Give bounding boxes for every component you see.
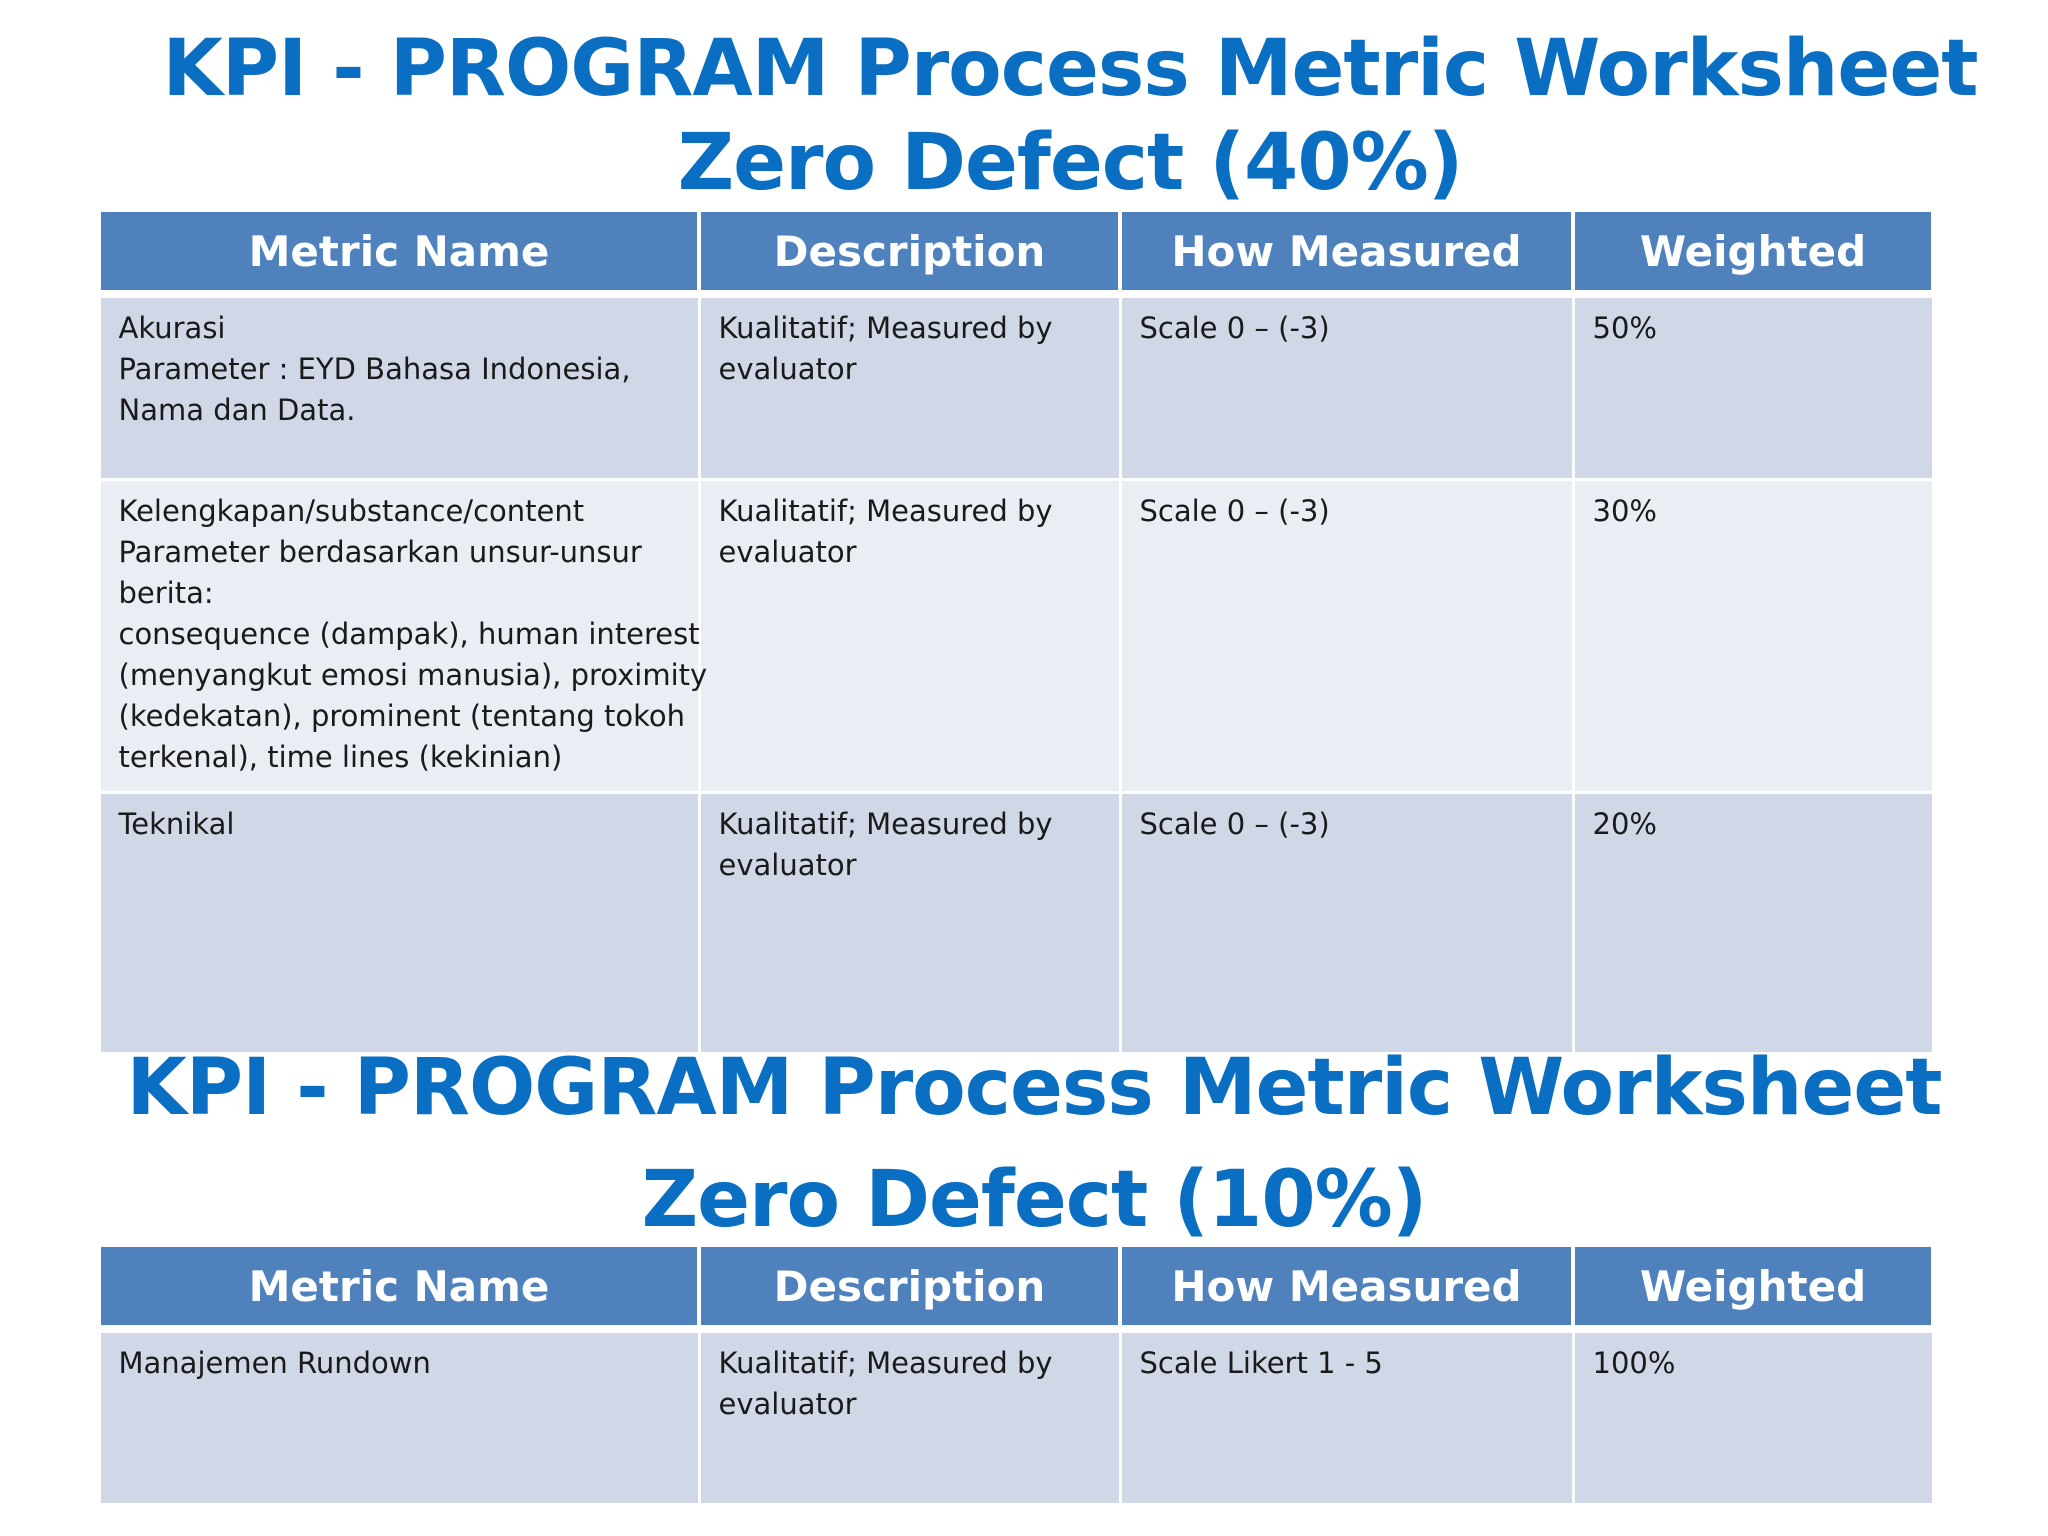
table-header-row: Metric Name Description How Measured Wei… xyxy=(97,1243,1935,1333)
cell-weighted: 30% xyxy=(1571,478,1935,794)
metric-line: terkenal), time lines (kekinian) xyxy=(118,740,563,774)
metric-line: Manajemen Rundown xyxy=(118,1346,431,1380)
description-line: evaluator xyxy=(718,352,857,386)
metric-line: (menyangkut emosi manusia), proximity xyxy=(118,658,708,692)
header-metric-name: Metric Name xyxy=(97,1243,701,1333)
title-line-2: Zero Defect (40%) xyxy=(677,118,1464,208)
description-line: evaluator xyxy=(718,848,857,882)
metric-line: (kedekatan), prominent (tentang tokoh xyxy=(118,699,685,733)
table-row: Kelengkapan/substance/content Parameter … xyxy=(97,478,1935,794)
cell-description: Kualitatif; Measured by evaluator xyxy=(697,1327,1122,1506)
description-line: Kualitatif; Measured by xyxy=(718,494,1053,528)
header-how-measured: How Measured xyxy=(1118,208,1575,298)
header-description: Description xyxy=(697,1243,1122,1333)
title-line-2: Zero Defect (10%) xyxy=(641,1155,1428,1245)
table-row: Manajemen Rundown Kualitatif; Measured b… xyxy=(97,1327,1935,1506)
description-line: evaluator xyxy=(718,535,857,569)
kpi-table-zero-defect-10: Metric Name Description How Measured Wei… xyxy=(97,1243,1935,1506)
cell-description: Kualitatif; Measured by evaluator xyxy=(697,791,1122,1055)
title-line-1: KPI - PROGRAM Process Metric Worksheet xyxy=(126,1043,1942,1133)
cell-how-measured: Scale Likert 1 - 5 xyxy=(1118,1327,1575,1506)
metric-line: Parameter berdasarkan unsur-unsur xyxy=(118,535,642,569)
page-title-zero-defect-10: KPI - PROGRAM Process Metric Worksheet Z… xyxy=(0,1032,2048,1256)
metric-line: berita: xyxy=(118,576,214,610)
cell-metric-name: Teknikal xyxy=(97,791,701,1055)
description-line: Kualitatif; Measured by xyxy=(718,807,1053,841)
metric-line: Kelengkapan/substance/content xyxy=(118,494,585,528)
title-line-1: KPI - PROGRAM Process Metric Worksheet xyxy=(162,24,1978,114)
cell-weighted: 100% xyxy=(1571,1327,1935,1506)
header-how-measured: How Measured xyxy=(1118,1243,1575,1333)
cell-description: Kualitatif; Measured by evaluator xyxy=(697,478,1122,794)
metric-line: Nama dan Data. xyxy=(118,393,356,427)
cell-metric-name: Manajemen Rundown xyxy=(97,1327,701,1506)
cell-weighted: 20% xyxy=(1571,791,1935,1055)
cell-how-measured: Scale 0 – (-3) xyxy=(1118,478,1575,794)
header-weighted: Weighted xyxy=(1571,208,1935,298)
metric-line: Parameter : EYD Bahasa Indonesia, xyxy=(118,352,631,386)
page-title-zero-defect-40: KPI - PROGRAM Process Metric Worksheet Z… xyxy=(0,22,2048,210)
cell-how-measured: Scale 0 – (-3) xyxy=(1118,292,1575,481)
description-line: Kualitatif; Measured by xyxy=(718,311,1053,345)
cell-metric-name: Akurasi Parameter : EYD Bahasa Indonesia… xyxy=(97,292,701,481)
header-weighted: Weighted xyxy=(1571,1243,1935,1333)
metric-line: Akurasi xyxy=(118,311,226,345)
cell-how-measured: Scale 0 – (-3) xyxy=(1118,791,1575,1055)
table-row: Teknikal Kualitatif; Measured by evaluat… xyxy=(97,791,1935,1055)
cell-metric-name: Kelengkapan/substance/content Parameter … xyxy=(97,478,708,794)
kpi-table-zero-defect-40: Metric Name Description How Measured Wei… xyxy=(97,208,1935,1055)
header-description: Description xyxy=(697,208,1122,298)
header-metric-name: Metric Name xyxy=(97,208,701,298)
table-header-row: Metric Name Description How Measured Wei… xyxy=(97,208,1935,298)
table-row: Akurasi Parameter : EYD Bahasa Indonesia… xyxy=(97,292,1935,481)
description-line: Kualitatif; Measured by xyxy=(718,1346,1053,1380)
cell-weighted: 50% xyxy=(1571,292,1935,481)
metric-line: consequence (dampak), human interest xyxy=(118,617,700,651)
cell-description: Kualitatif; Measured by evaluator xyxy=(697,292,1122,481)
description-line: evaluator xyxy=(718,1387,857,1421)
metric-line: Teknikal xyxy=(118,807,235,841)
